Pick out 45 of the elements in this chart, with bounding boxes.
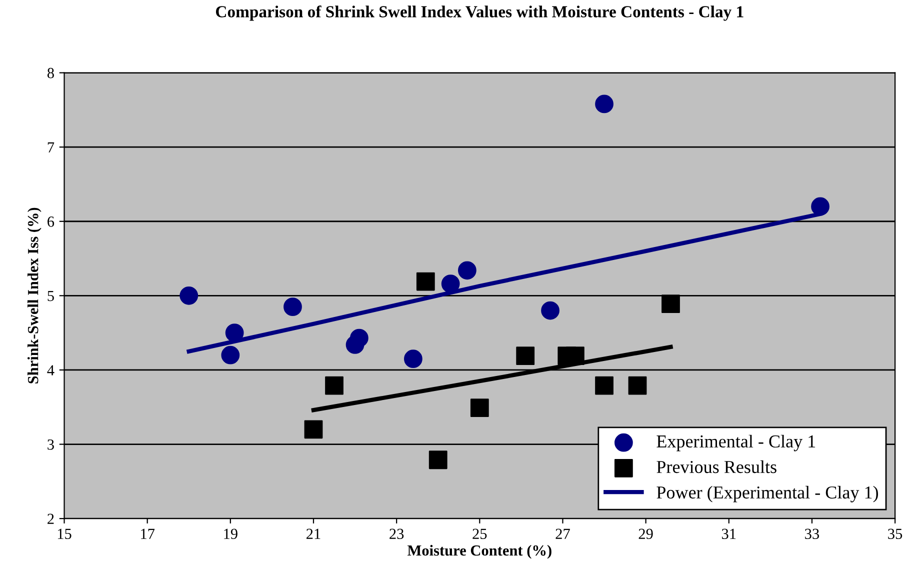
x-tick-label: 35 — [888, 528, 902, 540]
x-tick-label: 33 — [805, 528, 820, 540]
legend-label: Experimental - Clay 1 — [656, 434, 816, 452]
y-tick-label: 3 — [48, 439, 54, 450]
point — [628, 376, 647, 395]
y-tick-label: 5 — [48, 290, 54, 302]
point — [516, 346, 535, 366]
point — [325, 376, 344, 395]
point — [180, 286, 198, 305]
x-tick-label: 21 — [306, 528, 320, 539]
y-tick-label: 8 — [47, 68, 54, 78]
x-tick-label: 17 — [141, 528, 155, 539]
point — [595, 376, 614, 395]
point — [225, 324, 244, 342]
chart-title: Comparison of Shrink Swell Index Values with Moisture Contents - Clay 1 — [216, 5, 744, 21]
y-axis-title: Shrink-Swell Index Iss (%) — [27, 208, 42, 384]
point — [470, 398, 489, 418]
y-tick-label: 6 — [48, 216, 54, 227]
y-tick-label: 2 — [48, 514, 54, 524]
point — [566, 346, 584, 366]
point — [458, 261, 476, 280]
legend-label: Power (Experimental - Clay 1) — [656, 486, 878, 502]
legend-label: Previous Results — [656, 460, 776, 474]
point — [221, 346, 240, 364]
x-tick-label: 23 — [390, 528, 404, 540]
point — [404, 350, 422, 368]
point — [595, 94, 614, 114]
point — [416, 272, 435, 291]
x-tick-label: 31 — [722, 528, 736, 540]
y-tick-label: 4 — [47, 365, 54, 376]
x-axis-title: Moisture Content (%) — [407, 544, 552, 559]
x-tick-label: 15 — [58, 528, 72, 540]
point — [662, 294, 680, 314]
x-tick-label: 29 — [638, 528, 653, 540]
x-tick-label: 19 — [224, 528, 238, 540]
point — [441, 274, 460, 293]
y-tick-label: 7 — [48, 142, 54, 152]
point — [428, 450, 448, 470]
point — [541, 301, 560, 320]
point — [811, 197, 830, 216]
x-tick-label: 27 — [556, 528, 570, 539]
point — [304, 420, 323, 439]
x-tick-label: 25 — [472, 528, 487, 540]
point — [350, 328, 368, 348]
point — [284, 298, 302, 316]
